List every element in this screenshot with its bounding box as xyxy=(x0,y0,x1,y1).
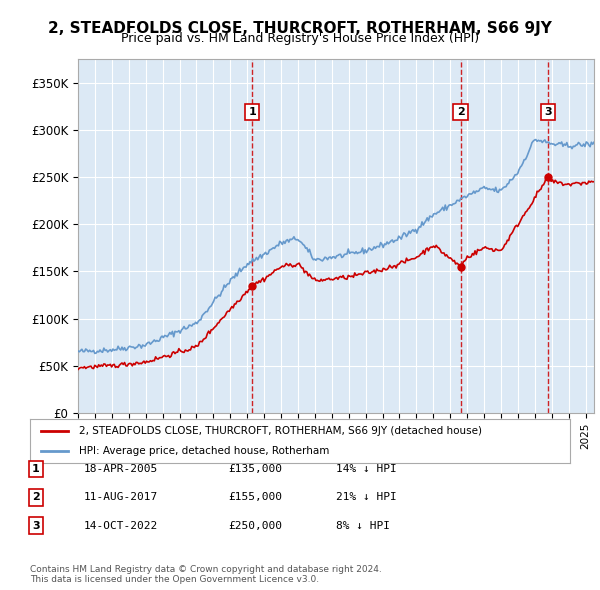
Text: 2, STEADFOLDS CLOSE, THURCROFT, ROTHERHAM, S66 9JY: 2, STEADFOLDS CLOSE, THURCROFT, ROTHERHA… xyxy=(48,21,552,35)
Text: HPI: Average price, detached house, Rotherham: HPI: Average price, detached house, Roth… xyxy=(79,446,329,455)
Text: 14-OCT-2022: 14-OCT-2022 xyxy=(84,521,158,530)
Text: 2: 2 xyxy=(457,107,464,117)
Text: £135,000: £135,000 xyxy=(228,464,282,474)
Text: 3: 3 xyxy=(32,521,40,530)
Text: 2: 2 xyxy=(32,493,40,502)
Text: 18-APR-2005: 18-APR-2005 xyxy=(84,464,158,474)
Text: 11-AUG-2017: 11-AUG-2017 xyxy=(84,493,158,502)
Text: 21% ↓ HPI: 21% ↓ HPI xyxy=(336,493,397,502)
Text: 8% ↓ HPI: 8% ↓ HPI xyxy=(336,521,390,530)
Text: £155,000: £155,000 xyxy=(228,493,282,502)
Text: 1: 1 xyxy=(32,464,40,474)
Text: Contains HM Land Registry data © Crown copyright and database right 2024.
This d: Contains HM Land Registry data © Crown c… xyxy=(30,565,382,584)
Text: 14% ↓ HPI: 14% ↓ HPI xyxy=(336,464,397,474)
Text: 2, STEADFOLDS CLOSE, THURCROFT, ROTHERHAM, S66 9JY (detached house): 2, STEADFOLDS CLOSE, THURCROFT, ROTHERHA… xyxy=(79,427,482,436)
Text: £250,000: £250,000 xyxy=(228,521,282,530)
Text: 1: 1 xyxy=(248,107,256,117)
Text: Price paid vs. HM Land Registry's House Price Index (HPI): Price paid vs. HM Land Registry's House … xyxy=(121,32,479,45)
Text: 3: 3 xyxy=(544,107,552,117)
